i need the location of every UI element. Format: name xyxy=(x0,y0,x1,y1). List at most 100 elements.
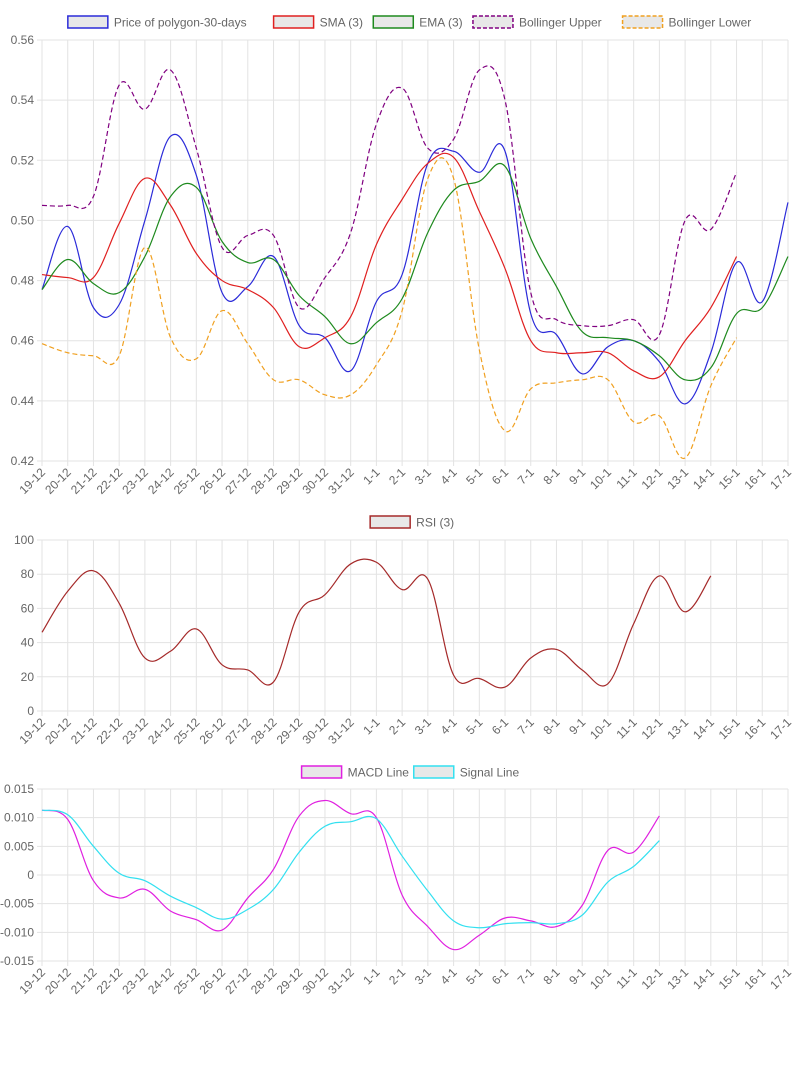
series-line-bollinger-upper xyxy=(41,65,738,341)
x-tick-label: 29-12 xyxy=(274,965,306,997)
x-tick-label: 31-12 xyxy=(325,465,357,497)
x-tick-label: 19-12 xyxy=(17,715,49,747)
series-line-sma-3 xyxy=(41,152,738,380)
x-tick-label: 24-12 xyxy=(145,715,177,747)
legend-item[interactable]: Signal Line xyxy=(413,765,520,780)
legend-item[interactable]: Bollinger Lower xyxy=(621,15,752,30)
y-tick-label: 40 xyxy=(21,636,35,650)
x-tick-label: 12-1 xyxy=(639,965,666,992)
x-tick-label: 22-12 xyxy=(94,465,126,497)
legend-label: Bollinger Lower xyxy=(669,16,752,30)
x-tick-label: 11-1 xyxy=(614,965,640,991)
x-tick-label: 25-12 xyxy=(171,715,203,747)
x-tick-label: 10-1 xyxy=(587,965,614,992)
y-tick-label: 0.010 xyxy=(4,811,34,825)
x-tick-label: 3-1 xyxy=(412,965,434,987)
x-tick-label: 16-1 xyxy=(742,715,769,742)
x-tick-label: 25-12 xyxy=(171,965,203,997)
x-tick-label: 28-12 xyxy=(248,465,280,497)
legend: MACD Line Signal Line xyxy=(300,765,520,780)
x-tick-label: 28-12 xyxy=(248,715,280,747)
legend-item[interactable]: SMA (3) xyxy=(272,15,363,30)
legend-label: RSI (3) xyxy=(416,516,454,530)
series-line-ema-3 xyxy=(41,163,789,382)
y-tick-label: -0.005 xyxy=(0,897,34,911)
x-tick-label: 22-12 xyxy=(94,715,126,747)
x-tick-label: 1-1 xyxy=(360,715,382,737)
y-tick-label: 80 xyxy=(21,567,35,581)
x-tick-label: 13-1 xyxy=(664,715,691,742)
x-tick-label: 27-12 xyxy=(222,715,254,747)
x-tick-label: 2-1 xyxy=(386,465,408,487)
x-tick-label: 31-12 xyxy=(325,715,357,747)
x-tick-label: 21-12 xyxy=(68,715,100,747)
x-tick-label: 20-12 xyxy=(42,715,74,747)
x-tick-label: 5-1 xyxy=(463,715,485,737)
x-tick-label: 23-12 xyxy=(119,965,151,997)
legend-item[interactable]: RSI (3) xyxy=(369,515,454,530)
x-tick-label: 29-12 xyxy=(274,715,306,747)
x-tick-label: 15-1 xyxy=(716,965,743,992)
x-tick-label: 2-1 xyxy=(386,715,408,737)
x-tick-label: 26-12 xyxy=(197,965,229,997)
y-tick-label: 0.52 xyxy=(11,153,35,167)
y-tick-label: 60 xyxy=(21,601,35,615)
chart-panel-2: 0 20 40 60 80 100 19-1220-1221-1222-1223-1224-… xyxy=(14,515,794,747)
legend-label: Price of polygon-30-days xyxy=(114,16,247,30)
legend-item[interactable]: Bollinger Upper xyxy=(472,15,602,30)
x-tick-label: 11-1 xyxy=(614,465,640,491)
x-tick-label: 8-1 xyxy=(540,465,562,487)
x-tick-label: 23-12 xyxy=(119,465,151,497)
x-tick-label: 12-1 xyxy=(639,715,666,742)
x-tick-label: 8-1 xyxy=(540,965,562,987)
x-tick-label: 12-1 xyxy=(639,465,666,492)
x-tick-label: 11-1 xyxy=(614,715,640,741)
x-tick-label: 4-1 xyxy=(438,465,460,487)
x-tick-label: 16-1 xyxy=(742,965,769,992)
y-tick-label: 0.48 xyxy=(11,274,35,288)
legend-label: MACD Line xyxy=(348,766,410,780)
x-tick-label: 31-12 xyxy=(325,965,357,997)
y-tick-label: -0.010 xyxy=(0,925,34,939)
y-tick-label: 100 xyxy=(14,533,34,547)
x-tick-label: 29-12 xyxy=(274,465,306,497)
x-tick-label: 21-12 xyxy=(68,465,100,497)
y-tick-label: -0.015 xyxy=(0,954,34,968)
legend-item[interactable]: EMA (3) xyxy=(372,15,463,30)
legend-label: Signal Line xyxy=(460,766,520,780)
legend-item[interactable]: Price of polygon-30-days xyxy=(67,15,247,30)
chart-panel-1: 0.42 0.44 0.46 0.48 0.50 0.52 0.54 0.56 19-1220-… xyxy=(11,15,794,497)
x-tick-label: 28-12 xyxy=(248,965,280,997)
series-line-bollinger-lower xyxy=(41,157,738,459)
x-tick-label: 20-12 xyxy=(42,965,74,997)
x-tick-label: 30-12 xyxy=(299,715,331,747)
x-tick-label: 6-1 xyxy=(489,465,511,487)
legend-swatch xyxy=(372,15,415,29)
x-tick-label: 26-12 xyxy=(197,715,229,747)
legend-swatch xyxy=(300,765,343,779)
legend-swatch xyxy=(621,15,664,29)
legend-swatch xyxy=(67,15,109,29)
x-tick-label: 19-12 xyxy=(17,965,49,997)
x-tick-label: 7-1 xyxy=(515,465,537,487)
legend-label: EMA (3) xyxy=(419,16,462,30)
y-tick-label: 0.56 xyxy=(11,33,35,47)
legend-item[interactable]: MACD Line xyxy=(300,765,410,780)
x-tick-label: 19-12 xyxy=(17,465,49,497)
x-tick-label: 13-1 xyxy=(664,965,691,992)
y-tick-label: 0 xyxy=(27,704,34,718)
legend-label: Bollinger Upper xyxy=(519,16,602,30)
x-tick-label: 3-1 xyxy=(412,715,434,737)
y-tick-label: 0.42 xyxy=(11,454,35,468)
x-tick-label: 9-1 xyxy=(566,465,588,487)
x-tick-label: 17-1 xyxy=(767,465,794,492)
legend-swatch xyxy=(369,515,411,529)
legend: RSI (3) xyxy=(369,515,454,530)
y-tick-label: 0.50 xyxy=(11,213,35,227)
series-line-rsi-3 xyxy=(41,558,712,689)
x-tick-label: 21-12 xyxy=(68,965,100,997)
x-tick-label: 26-12 xyxy=(197,465,229,497)
x-tick-label: 7-1 xyxy=(515,965,537,987)
x-tick-label: 14-1 xyxy=(690,965,717,992)
